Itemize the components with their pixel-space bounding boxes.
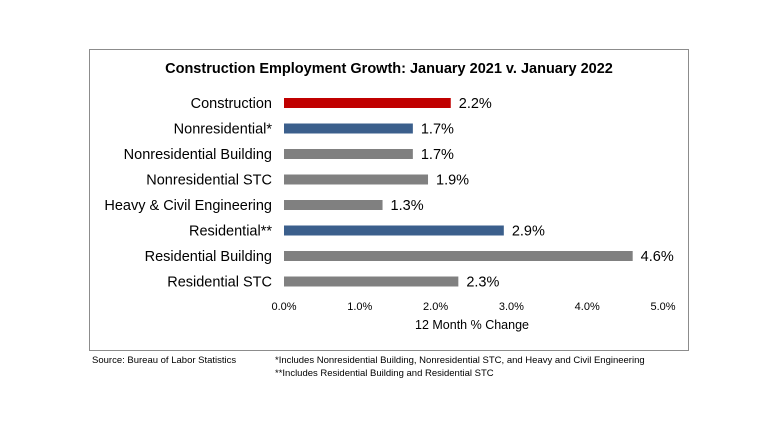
bar-1 <box>284 123 413 134</box>
category-label: Nonresidential* <box>174 122 273 138</box>
bar-7 <box>284 276 459 287</box>
chart-title: Construction Employment Growth: January … <box>165 61 613 77</box>
x-axis-title: 12 Month % Change <box>415 318 529 332</box>
source-note: Source: Bureau of Labor Statistics <box>92 355 237 366</box>
value-label: 1.9% <box>436 173 469 189</box>
x-tick-label: 3.0% <box>499 301 524 313</box>
chart-frame <box>89 49 689 351</box>
footnote-nonresidential: *Includes Nonresidential Building, Nonre… <box>275 355 645 366</box>
value-labels: 2.2% 1.7% 1.7% 1.9% 1.3% 2.9% 4.6% 2.3% <box>391 96 674 291</box>
x-tick-label: 2.0% <box>423 301 448 313</box>
x-tick-labels: 0.0% 1.0% 2.0% 3.0% 4.0% 5.0% <box>271 301 675 313</box>
value-label: 4.6% <box>641 249 674 265</box>
bar-5 <box>284 225 504 236</box>
category-label: Construction <box>191 96 272 112</box>
bar-0 <box>284 98 451 108</box>
category-labels: Construction Nonresidential* Nonresidentia… <box>104 96 272 291</box>
category-label: Residential Building <box>145 249 272 265</box>
value-label: 1.7% <box>421 147 454 163</box>
bars-layer <box>284 98 633 287</box>
bar-4 <box>284 200 383 210</box>
x-tick-label: 0.0% <box>271 301 296 313</box>
value-label: 2.3% <box>466 275 499 291</box>
x-tick-label: 4.0% <box>575 301 600 313</box>
category-label: Nonresidential Building <box>124 147 272 163</box>
bar-2 <box>284 149 413 159</box>
value-label: 1.3% <box>391 198 424 214</box>
x-tick-label: 1.0% <box>347 301 372 313</box>
x-tick-label: 5.0% <box>650 301 675 313</box>
value-label: 2.9% <box>512 224 545 240</box>
category-label: Heavy & Civil Engineering <box>104 198 272 214</box>
category-label: Residential** <box>189 224 272 240</box>
category-label: Nonresidential STC <box>146 173 272 189</box>
category-label: Residential STC <box>167 275 272 291</box>
bar-6 <box>284 251 633 261</box>
bar-3 <box>284 174 429 185</box>
value-label: 2.2% <box>459 96 492 112</box>
value-label: 1.7% <box>421 122 454 138</box>
footnote-residential: **Includes Residential Building and Resi… <box>275 368 494 379</box>
